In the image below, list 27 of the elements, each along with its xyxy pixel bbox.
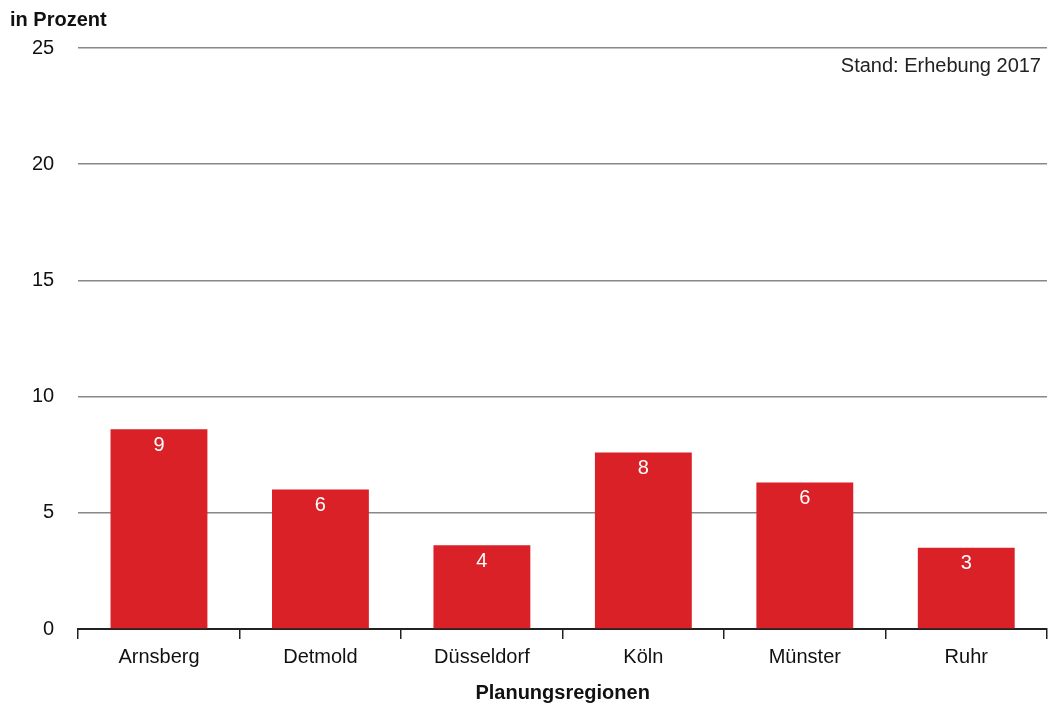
data-label: 9 [153,432,165,455]
bar [594,452,692,629]
x-tick-label: Düsseldorf [434,644,531,667]
bar [433,545,531,629]
x-tick-label: Münster [768,644,842,667]
y-tick-label: 10 [32,384,55,407]
annotation: Stand: Erhebung 2017 [840,53,1041,76]
data-label: 6 [799,486,811,509]
data-label: 8 [637,455,649,478]
y-tick-label: 0 [43,616,55,639]
bar [917,547,1015,629]
x-tick-label: Köln [623,644,664,667]
x-tick-label: Ruhr [944,644,989,667]
x-axis-title: Planungsregionen [475,680,650,703]
y-tick-label: 20 [32,151,55,174]
bar [110,429,208,629]
y-axis-title: in Prozent [10,7,108,30]
y-tick-label: 25 [32,35,55,58]
data-label: 3 [960,551,972,574]
x-tick-label: Arnsberg [118,644,200,667]
data-label: 6 [314,493,326,516]
y-tick-label: 15 [32,267,55,290]
bar [272,489,369,629]
bar [756,482,854,629]
y-tick-label: 5 [43,500,55,523]
data-label: 4 [476,548,488,571]
x-tick-label: Detmold [283,644,358,667]
